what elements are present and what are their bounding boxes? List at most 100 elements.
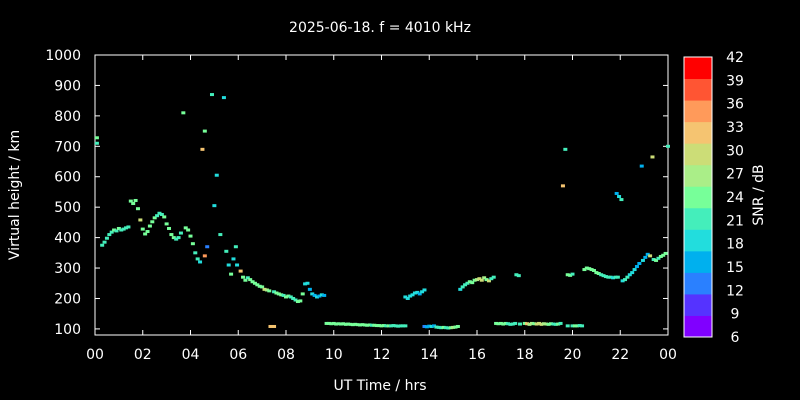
data-point — [514, 273, 519, 277]
data-point — [381, 324, 386, 328]
data-point — [472, 278, 477, 282]
colorbar-swatch — [684, 143, 712, 166]
data-point — [272, 324, 277, 328]
data-point — [353, 322, 358, 326]
data-point — [104, 236, 109, 240]
colorbar-tick-label: 9 — [731, 307, 740, 323]
y-axis: 100 200 300 400 500 600 700 800 900 1000 — [45, 48, 668, 338]
data-point — [305, 281, 310, 285]
data-point — [498, 321, 503, 325]
colorbar-tick-label: 42 — [726, 50, 744, 66]
data-point — [200, 147, 205, 151]
data-point — [274, 291, 279, 295]
data-point — [508, 322, 513, 326]
data-point — [648, 254, 653, 258]
data-point — [193, 251, 198, 255]
data-point — [233, 245, 238, 249]
data-point — [346, 322, 351, 326]
data-point — [410, 293, 415, 297]
data-point — [212, 204, 217, 208]
colorbar-swatch — [684, 100, 712, 123]
data-point — [516, 274, 521, 278]
data-point — [116, 226, 121, 230]
data-point — [291, 296, 296, 300]
data-point — [389, 324, 394, 328]
data-point — [415, 290, 420, 294]
y-tick-label: 600 — [54, 170, 81, 186]
data-point — [422, 288, 427, 292]
data-point — [209, 93, 214, 97]
data-point — [128, 199, 133, 203]
data-point — [560, 184, 565, 188]
data-point — [608, 275, 613, 279]
data-point — [310, 292, 315, 296]
data-point — [613, 275, 618, 279]
y-axis-label: Virtual height / km — [7, 130, 23, 260]
data-point — [326, 321, 331, 325]
data-point — [195, 257, 200, 261]
data-point — [570, 272, 575, 276]
x-tick-label: 20 — [564, 347, 582, 363]
data-point — [171, 236, 176, 240]
data-point — [138, 218, 143, 222]
data-point — [112, 228, 117, 232]
data-point — [159, 212, 164, 216]
data-point — [584, 266, 589, 270]
data-point — [226, 263, 231, 267]
y-tick-label: 1000 — [45, 48, 81, 64]
data-point — [384, 324, 389, 328]
data-point — [479, 278, 484, 282]
data-point — [374, 324, 379, 328]
data-point — [658, 254, 663, 258]
colorbar-swatch — [684, 315, 712, 338]
colorbar-frame — [683, 56, 713, 338]
data-point — [109, 230, 114, 234]
data-point — [100, 243, 105, 247]
data-point — [288, 295, 293, 299]
data-point — [377, 324, 382, 328]
data-point — [532, 322, 537, 326]
data-point — [183, 226, 188, 230]
data-point — [661, 253, 666, 257]
data-point — [501, 322, 506, 326]
data-point — [470, 281, 475, 285]
data-point — [620, 279, 625, 283]
x-tick-label: 22 — [611, 347, 629, 363]
x-tick-label: 06 — [229, 347, 247, 363]
data-point — [131, 202, 136, 206]
data-point — [477, 277, 482, 281]
x-tick-label: 00 — [659, 347, 677, 363]
data-point — [632, 268, 637, 272]
data-point — [400, 324, 405, 328]
data-point — [181, 111, 186, 115]
data-point — [264, 288, 269, 292]
data-point — [133, 198, 138, 202]
colorbar-label: SNR / dB — [751, 164, 767, 225]
data-point — [486, 279, 491, 283]
data-point — [202, 254, 207, 258]
data-point — [205, 245, 210, 249]
data-point — [599, 273, 604, 277]
data-point — [489, 277, 494, 281]
colorbar-swatch — [684, 229, 712, 252]
data-point — [150, 220, 155, 224]
data-point — [643, 255, 648, 259]
y-tick-label: 100 — [54, 322, 81, 338]
data-point — [625, 275, 630, 279]
data-point — [164, 222, 169, 226]
data-point — [362, 323, 367, 327]
colorbar: 6 9 12 15 18 21 24 27 30 33 36 39 42 — [683, 50, 744, 346]
data-point — [556, 322, 561, 326]
data-point — [640, 258, 645, 262]
y-tick-label: 900 — [54, 78, 81, 94]
data-point — [589, 268, 594, 272]
x-tick-label: 10 — [325, 347, 343, 363]
data-point — [651, 258, 656, 262]
data-point — [513, 321, 518, 325]
data-point — [408, 294, 413, 298]
data-point — [221, 96, 226, 100]
data-point — [218, 233, 223, 237]
data-point — [563, 147, 568, 151]
data-point — [537, 321, 542, 325]
data-point — [429, 324, 434, 328]
